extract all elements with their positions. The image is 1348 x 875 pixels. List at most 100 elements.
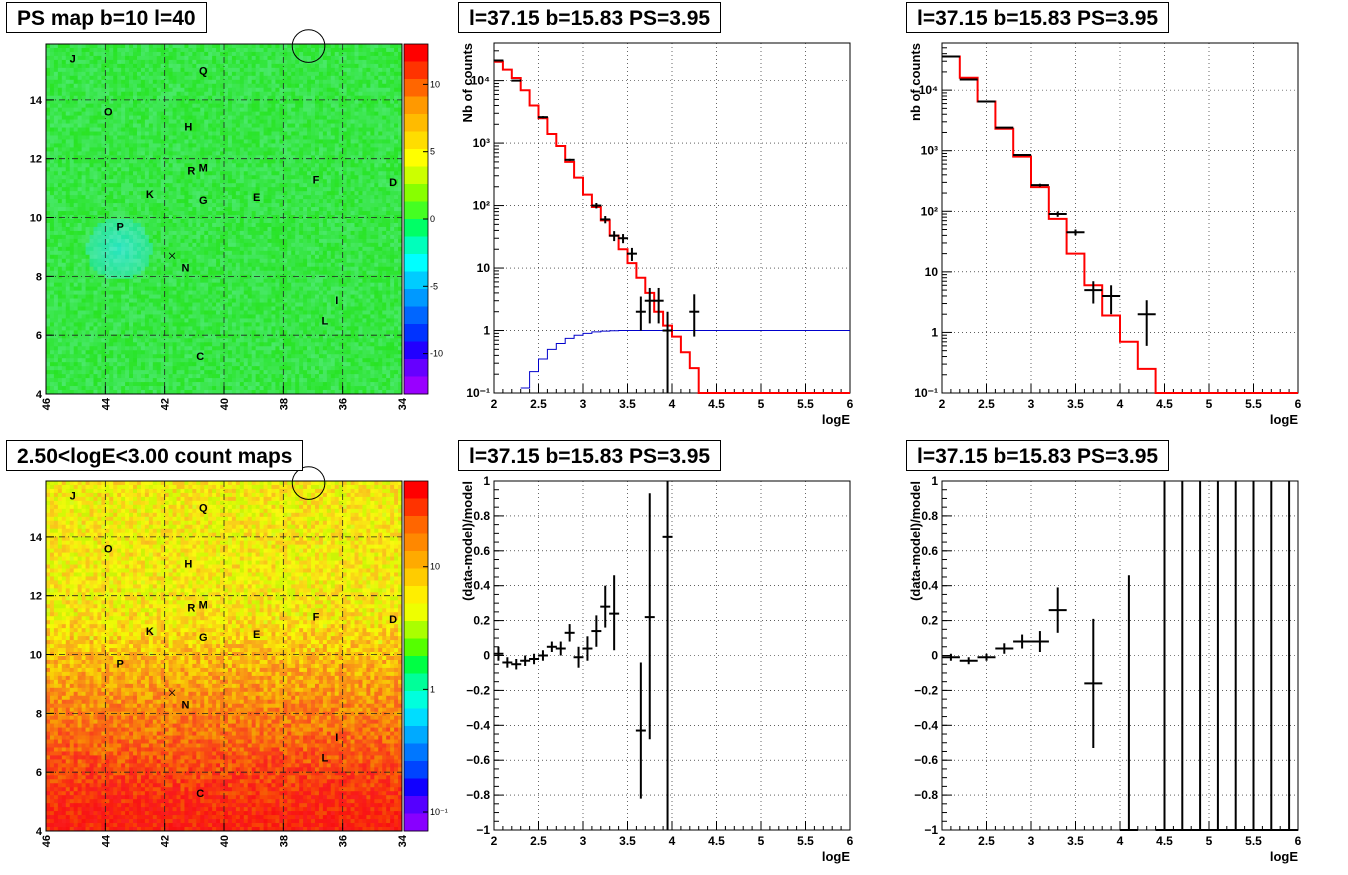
data-point bbox=[635, 296, 646, 331]
y-tick-label: 10³ bbox=[473, 136, 490, 150]
source-label: G bbox=[199, 632, 208, 644]
x-tick-label: 46 bbox=[41, 398, 53, 410]
colorbar-tick-label: 10 bbox=[430, 562, 440, 572]
y-tick-label: 14 bbox=[30, 95, 43, 107]
y-tick-label: −0.2 bbox=[466, 683, 490, 697]
source-label: C bbox=[196, 788, 204, 800]
y-tick-label: −0.6 bbox=[914, 753, 938, 767]
data-point bbox=[529, 653, 540, 665]
source-label: Q bbox=[199, 502, 208, 514]
x-tick-label: 42 bbox=[160, 398, 172, 410]
x-tick-label: 2.5 bbox=[530, 397, 547, 411]
model-curve bbox=[942, 55, 1298, 394]
colorbar-tick-label: 5 bbox=[430, 147, 435, 157]
source-label: G bbox=[199, 195, 208, 207]
y-tick-label: 0.8 bbox=[473, 509, 490, 523]
spectrum-plot[interactable]: 2 2.5 3 3.5 4 4.5 5 5.5 6 10⁻¹ 1 10 10² 10³ 10⁴ logE Nb … bbox=[450, 0, 900, 435]
x-tick-label: 44 bbox=[100, 397, 112, 410]
x-tick-label: 36 bbox=[338, 835, 350, 847]
data-point bbox=[609, 231, 620, 242]
source-label: F bbox=[313, 611, 320, 623]
x-tick-label: 3.5 bbox=[1067, 834, 1084, 848]
source-label: K bbox=[146, 626, 154, 638]
data-point bbox=[1137, 300, 1156, 346]
source-label: P bbox=[116, 658, 123, 670]
source-label: O bbox=[104, 107, 113, 119]
cross-marker bbox=[168, 252, 176, 260]
data-point bbox=[1208, 481, 1227, 831]
x-tick-label: 34 bbox=[397, 397, 409, 410]
data-point bbox=[537, 650, 548, 661]
y-tick-label: 10 bbox=[925, 265, 939, 279]
ps-map-title: PS map b=10 l=40 bbox=[6, 2, 207, 33]
x-tick-label: 40 bbox=[219, 398, 231, 410]
y-tick-label: 4 bbox=[36, 389, 43, 401]
data-point bbox=[1013, 634, 1032, 649]
binned-spectrum-plot[interactable]: 2 2.5 3 3.5 4 4.5 5 5.5 6 10⁻¹ 1 10 10² 10³ 10⁴ logE nb … bbox=[898, 0, 1348, 435]
x-tick-label: 2.5 bbox=[978, 397, 995, 411]
data-point bbox=[977, 653, 996, 661]
x-tick-label: 2 bbox=[939, 397, 946, 411]
x-tick-label: 42 bbox=[160, 835, 172, 847]
data-point bbox=[1048, 587, 1067, 633]
data-point bbox=[1030, 631, 1049, 653]
spectrum-title: l=37.15 b=15.83 PS=3.95 bbox=[458, 2, 722, 33]
x-tick-label: 5.5 bbox=[797, 397, 814, 411]
y-tick-label: −0.4 bbox=[466, 718, 490, 732]
x-tick-label: 4.5 bbox=[708, 834, 725, 848]
source-label: L bbox=[321, 315, 328, 327]
source-label: H bbox=[184, 121, 192, 133]
source-label: M bbox=[199, 600, 208, 612]
data-point bbox=[1030, 183, 1049, 187]
data-point bbox=[1048, 211, 1067, 217]
x-tick-label: 34 bbox=[397, 834, 409, 847]
data-point bbox=[564, 624, 575, 642]
binned-residual-plot[interactable]: 2 2.5 3 3.5 4 4.5 5 5.5 6 −1 −0.8 −0.6 −0.4 −0.2 0 0.2 0… bbox=[898, 437, 1348, 872]
x-tick-label: 2.5 bbox=[530, 834, 547, 848]
x-tick-label: 2 bbox=[491, 397, 498, 411]
residual-plot[interactable]: 2 2.5 3 3.5 4 4.5 5 5.5 6 −1 −0.8 −0.6 −0.4 −0.2 0 0.2 0… bbox=[450, 437, 900, 872]
y-tick-label: 6 bbox=[36, 330, 42, 342]
y-tick-label: 1 bbox=[931, 325, 938, 339]
data-point bbox=[1084, 618, 1103, 748]
data-point bbox=[609, 575, 620, 651]
data-point bbox=[689, 294, 700, 337]
data-point bbox=[635, 662, 646, 799]
y-tick-label: −1 bbox=[924, 823, 938, 837]
x-tick-label: 4 bbox=[1117, 397, 1124, 411]
x-axis-label: logE bbox=[1270, 412, 1298, 427]
x-tick-label: 5 bbox=[758, 397, 765, 411]
x-tick-label: 46 bbox=[41, 835, 53, 847]
x-tick-label: 3.5 bbox=[1067, 397, 1084, 411]
y-tick-label: 1 bbox=[483, 324, 490, 338]
data-point bbox=[502, 657, 513, 668]
y-tick-label: 10 bbox=[30, 213, 42, 225]
source-label: Q bbox=[199, 65, 208, 77]
x-tick-label: 2 bbox=[939, 834, 946, 848]
data-point bbox=[959, 78, 978, 81]
data-point bbox=[493, 646, 504, 661]
y-tick-label: −1 bbox=[476, 823, 490, 837]
source-label: E bbox=[253, 629, 260, 641]
y-tick-label: 10³ bbox=[921, 144, 938, 158]
y-tick-label: 0.6 bbox=[921, 544, 938, 558]
colorbar-tick-label: 1 bbox=[430, 684, 435, 694]
source-label: H bbox=[184, 558, 192, 570]
x-tick-label: 6 bbox=[1295, 397, 1302, 411]
x-axis-label: logE bbox=[1270, 849, 1298, 864]
y-tick-label: −0.6 bbox=[466, 753, 490, 767]
data-point bbox=[493, 59, 504, 62]
y-tick-label: 0.4 bbox=[473, 579, 490, 593]
source-label: O bbox=[104, 544, 113, 556]
source-label: L bbox=[321, 752, 328, 764]
y-tick-label: 12 bbox=[30, 591, 42, 603]
source-label: M bbox=[199, 163, 208, 175]
data-point bbox=[653, 287, 664, 324]
y-tick-label: 10⁴ bbox=[471, 74, 490, 88]
count-map-title: 2.50<logE<3.00 count maps bbox=[6, 440, 304, 471]
y-tick-label: 10⁻¹ bbox=[466, 386, 490, 400]
y-tick-label: 0.2 bbox=[921, 614, 938, 628]
data-point bbox=[1102, 285, 1121, 315]
